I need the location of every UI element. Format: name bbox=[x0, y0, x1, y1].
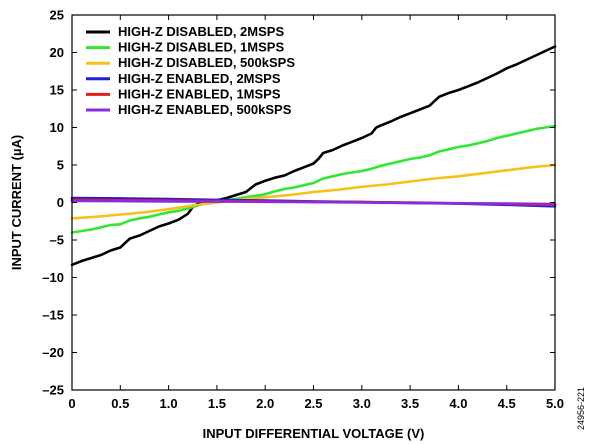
series-line bbox=[70, 45, 557, 267]
legend-label: HIGH-Z DISABLED, 1MSPS bbox=[118, 40, 284, 55]
series-line bbox=[70, 199, 557, 206]
y-tick-label: 25 bbox=[50, 8, 64, 23]
y-tick-label: 5 bbox=[57, 158, 64, 173]
y-tick-label: 10 bbox=[50, 120, 64, 135]
legend-label: HIGH-Z DISABLED, 2MSPS bbox=[118, 24, 284, 39]
y-tick-label: 15 bbox=[50, 83, 64, 98]
legend-label: HIGH-Z DISABLED, 500kSPS bbox=[118, 55, 295, 70]
y-tick-label: –5 bbox=[50, 233, 64, 248]
series-line bbox=[70, 163, 557, 220]
x-tick-label: 0 bbox=[68, 396, 75, 411]
plot-lines bbox=[70, 45, 557, 267]
legend-label: HIGH-Z ENABLED, 1MSPS bbox=[118, 86, 281, 101]
series-line bbox=[70, 124, 557, 234]
x-tick-label: 4.5 bbox=[498, 396, 516, 411]
x-tick-label: 2.0 bbox=[256, 396, 274, 411]
legend-label: HIGH-Z ENABLED, 2MSPS bbox=[118, 71, 281, 86]
x-tick-label: 0.5 bbox=[111, 396, 129, 411]
x-tick-label: 4.0 bbox=[449, 396, 467, 411]
y-tick-label: –10 bbox=[42, 270, 64, 285]
x-tick-label: 3.0 bbox=[353, 396, 371, 411]
y-tick-label: –15 bbox=[42, 308, 64, 323]
x-tick-label: 3.5 bbox=[401, 396, 419, 411]
y-axis-title: INPUT CURRENT (µA) bbox=[9, 135, 24, 270]
legend-label: HIGH-Z ENABLED, 500kSPS bbox=[118, 102, 292, 117]
y-tick-label: 20 bbox=[50, 45, 64, 60]
x-axis-title: INPUT DIFFERENTIAL VOLTAGE (V) bbox=[203, 426, 425, 441]
y-tick-label: 0 bbox=[57, 195, 64, 210]
ticks bbox=[71, 14, 556, 391]
tick-labels: 0 0.5 1.0 1.5 2.0 2.5 3.0 3.5 4.0 4.5 5.0 –25 –20 –15… bbox=[42, 8, 564, 412]
figure-id: 24956-221 bbox=[576, 387, 586, 430]
x-tick-label: 2.5 bbox=[304, 396, 322, 411]
x-tick-label: 1.5 bbox=[208, 396, 226, 411]
y-tick-label: –25 bbox=[42, 383, 64, 398]
y-tick-label: –20 bbox=[42, 345, 64, 360]
x-tick-label: 5.0 bbox=[546, 396, 564, 411]
x-tick-label: 1.0 bbox=[160, 396, 178, 411]
